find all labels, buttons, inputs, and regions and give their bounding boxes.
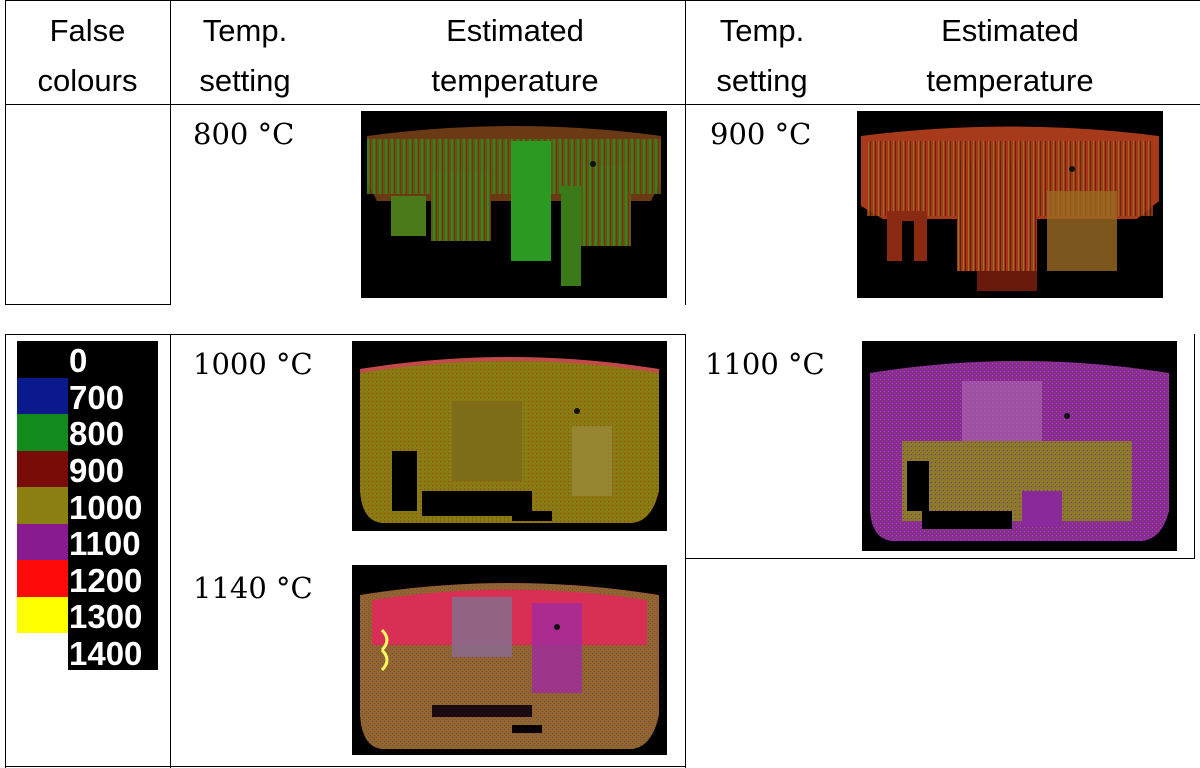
temp-setting-1140: 1140 °C [193,571,313,605]
table-right-border [1194,334,1195,559]
legend-swatch [17,450,68,488]
header-estimated-temperature: Estimated temperature [431,13,599,98]
row-bottom-border [5,304,171,305]
table-top-border [5,0,1200,1]
legend-swatch [17,596,68,634]
thermal-image-1140 [352,565,667,755]
legend-value: 900 [69,451,125,489]
legend-cell-top [5,334,685,335]
legend-swatch [17,341,68,378]
legend-value: 0 [69,342,88,380]
temp-setting-1000: 1000 °C [193,347,313,381]
temp-setting-1100: 1100 °C [705,347,825,381]
column-divider [170,334,171,768]
legend-swatch [17,414,68,451]
legend-value: 1200 [69,561,143,599]
thermal-image-900 [857,111,1163,298]
column-divider [685,334,686,768]
temp-setting-900: 900 °C [710,117,812,151]
thermal-image-800 [361,111,667,298]
legend-value: 800 [69,415,125,453]
legend-swatch [17,633,68,670]
false-colour-legend: 0 700 800 900 1000 1100 1200 1300 1400 [17,341,158,670]
temp-setting-800: 800 °C [193,117,295,151]
legend-swatch [17,523,68,561]
cell-bottom-border [685,558,1195,559]
header-temp-setting: Temp. setting [716,13,808,98]
legend-swatch [17,377,68,415]
header-temp-setting: Temp. setting [199,13,291,98]
header-estimated-temperature: Estimated temperature [926,13,1094,98]
thermal-image-1100 [862,341,1177,551]
header-false-colours: False colours [37,13,138,98]
legend-value: 1100 [69,525,141,563]
table-left-border [5,0,6,305]
legend-cell-left [5,334,6,768]
legend-value: 1300 [69,598,143,636]
table-bottom-border [5,766,686,767]
header-bottom-border [5,104,1200,105]
legend-swatch [17,487,68,524]
thermal-image-1000 [352,341,667,531]
legend-value: 1400 [69,634,143,672]
column-divider [170,0,171,305]
legend-swatch [17,560,68,597]
legend-value: 1000 [69,488,143,526]
column-divider [685,0,686,305]
legend-value: 700 [69,378,125,416]
